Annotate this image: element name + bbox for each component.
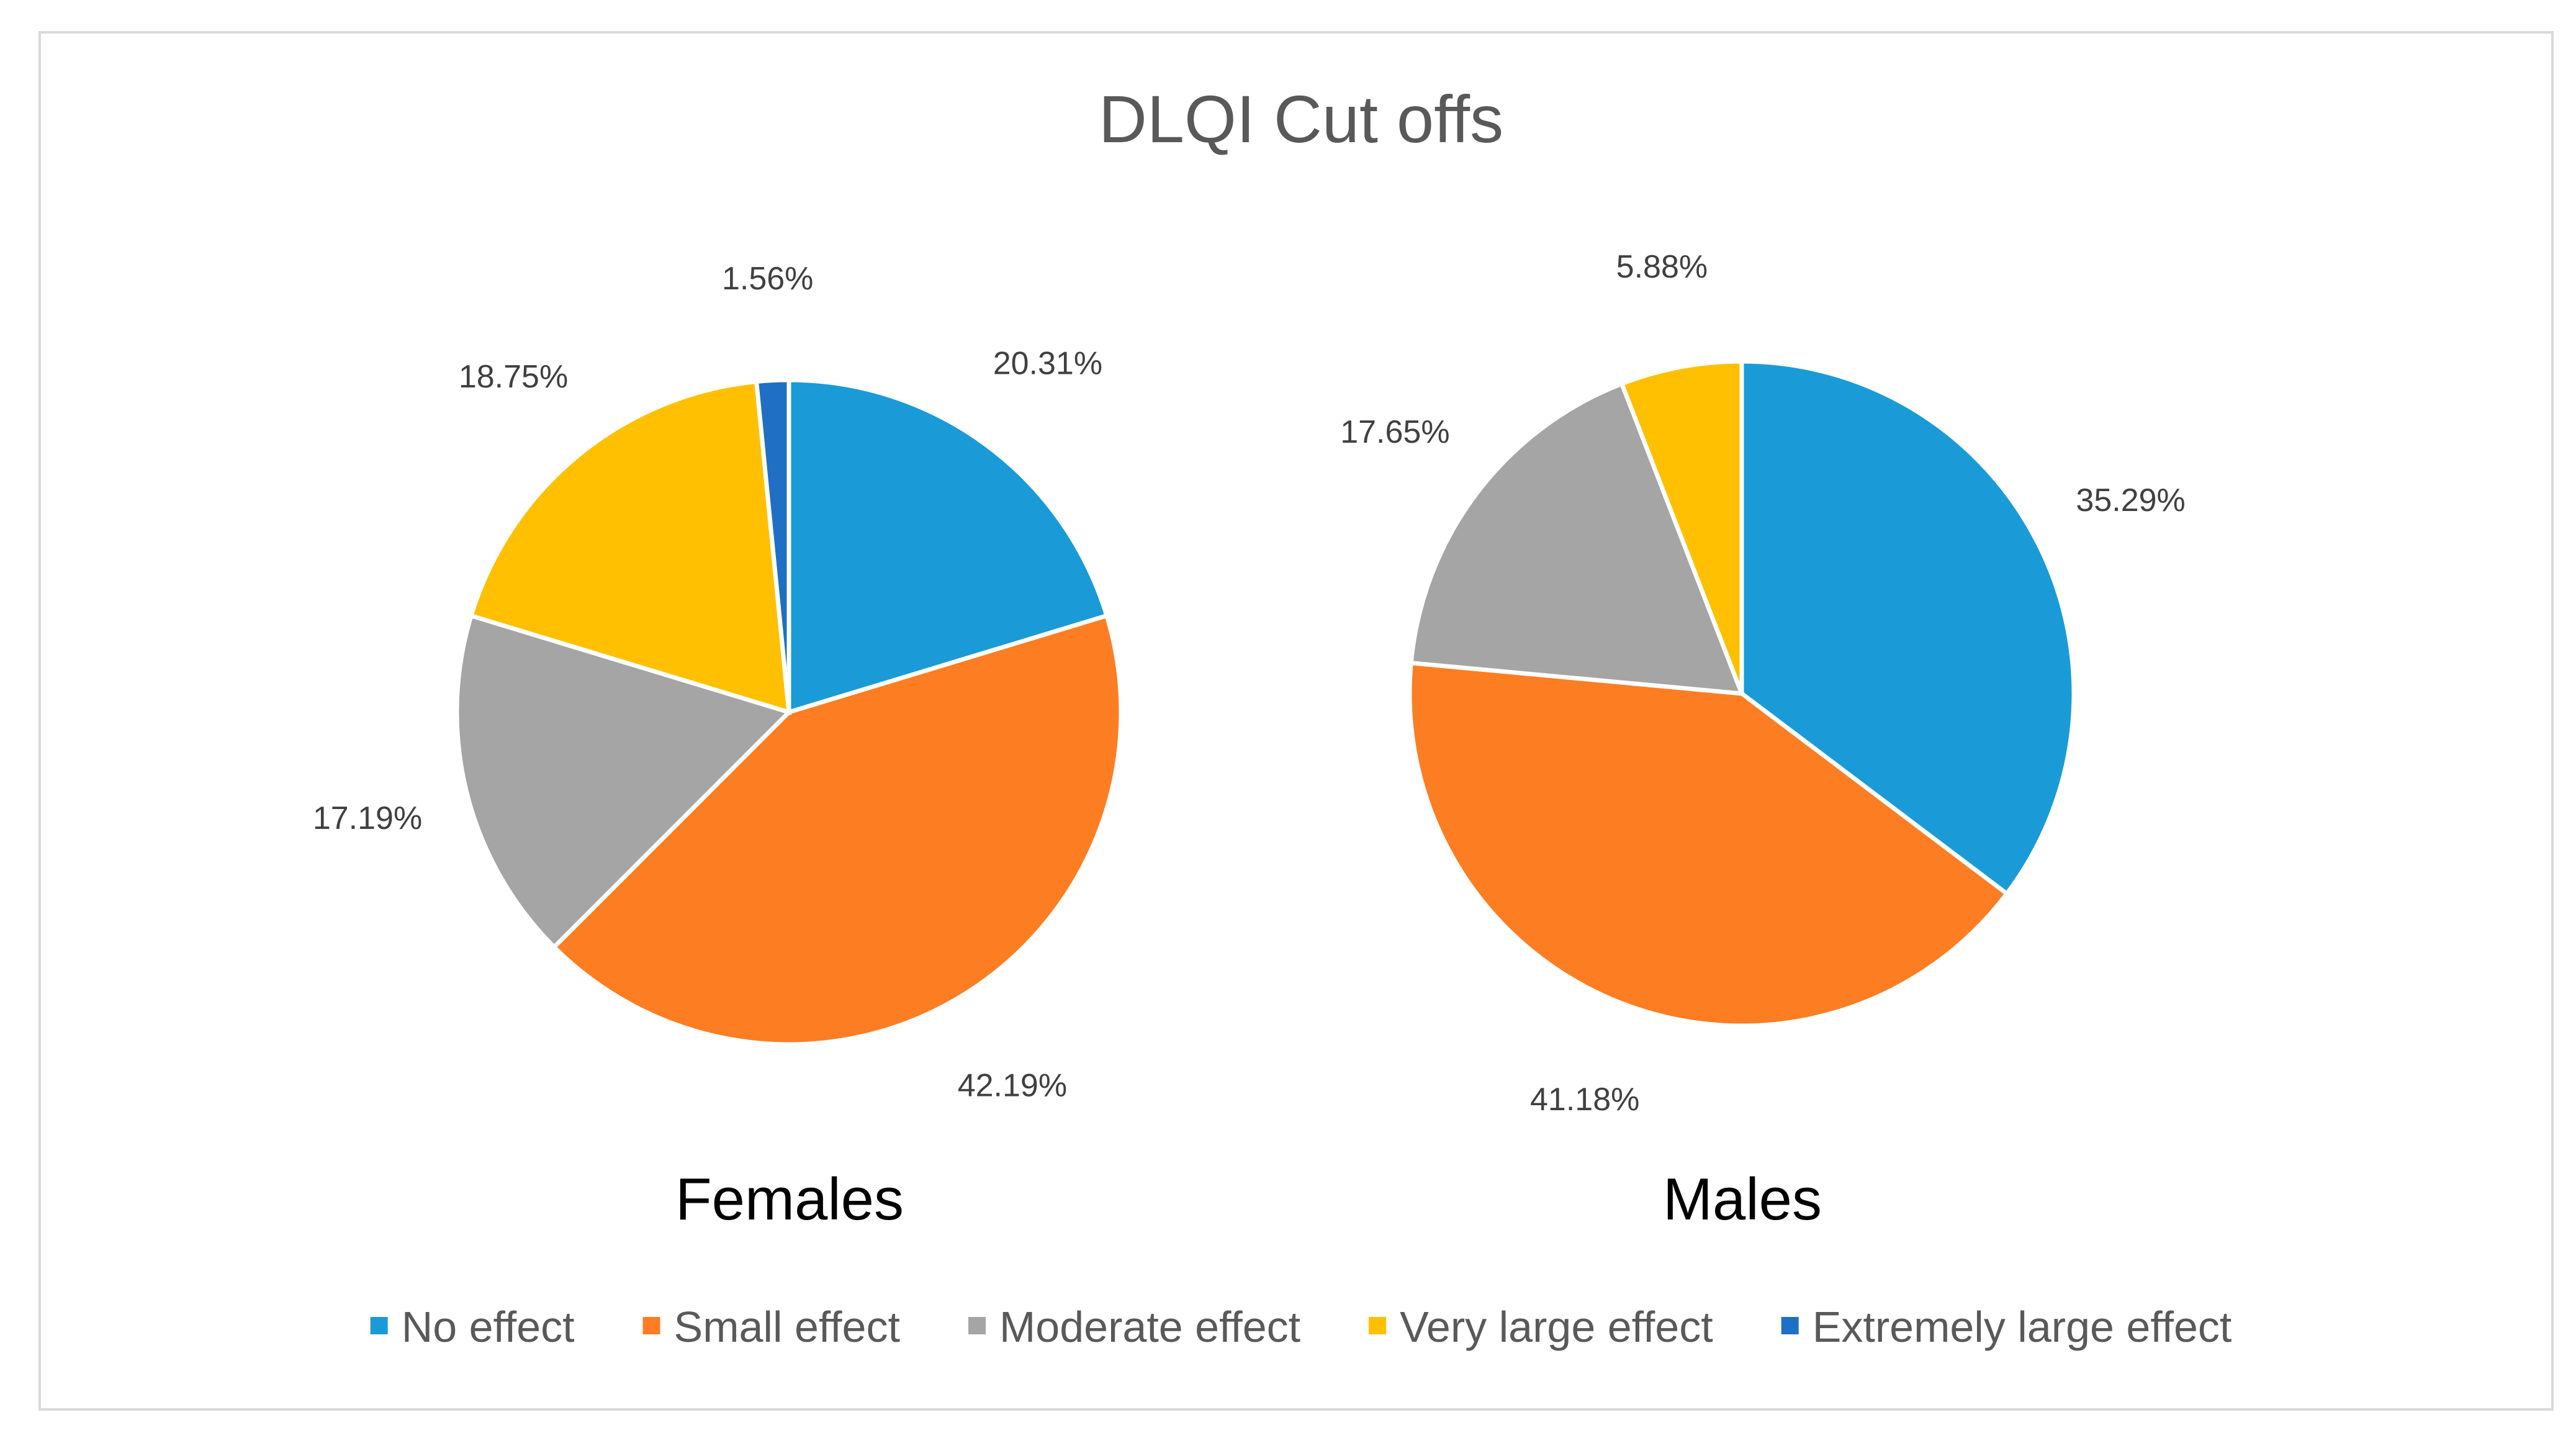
pie-females: 20.31% 42.19% 17.19% 18.75% 1.56% <box>313 261 1124 1103</box>
slice-males-moderate-effect <box>1408 381 1745 697</box>
data-label-males-small-effect: 41.18% <box>1530 1082 1639 1118</box>
legend: No effect Small effect Moderate effect Very… <box>370 1303 2232 1351</box>
legend-label-very-large-effect: Very large effect <box>1400 1303 1713 1351</box>
slice-females-extremely-large-effect <box>754 378 791 713</box>
legend-swatch-small-effect <box>642 1317 660 1334</box>
legend-swatch-no-effect <box>370 1317 388 1334</box>
data-label-females-very-large-effect: 18.75% <box>459 359 568 395</box>
pie-chart-figure: DLQI Cut offs 20.31% 42.19% 17.19% 18.75% 1.… <box>313 81 2232 1351</box>
data-label-males-no-effect: 35.29% <box>2076 482 2185 518</box>
legend-label-moderate-effect: Moderate effect <box>999 1303 1300 1351</box>
legend-item-extremely-large-effect: Extremely large effect <box>1781 1303 2232 1351</box>
chart-title: DLQI Cut offs <box>1099 81 1503 156</box>
pie-title-females: Females <box>675 1166 904 1233</box>
legend-swatch-extremely-large-effect <box>1781 1317 1799 1334</box>
chart-frame: DLQI Cut offs 20.31% 42.19% 17.19% 18.75% 1.… <box>38 31 2554 1411</box>
data-label-males-very-large-effect: 5.88% <box>1616 249 1708 285</box>
slice-females-small-effect <box>551 613 1124 1047</box>
slice-males-no-effect <box>1739 359 2076 897</box>
legend-label-no-effect: No effect <box>402 1303 575 1351</box>
slice-males-very-large-effect <box>1619 359 1744 695</box>
legend-label-extremely-large-effect: Extremely large effect <box>1813 1303 2232 1351</box>
pie-title-males: Males <box>1663 1166 1822 1233</box>
legend-item-no-effect: No effect <box>370 1303 575 1351</box>
data-label-females-no-effect: 20.31% <box>993 346 1102 382</box>
legend-label-small-effect: Small effect <box>674 1303 900 1351</box>
data-label-males-moderate-effect: 17.65% <box>1340 414 1449 450</box>
legend-item-moderate-effect: Moderate effect <box>968 1303 1300 1351</box>
legend-item-very-large-effect: Very large effect <box>1369 1303 1713 1351</box>
slice-females-very-large-effect <box>468 379 791 715</box>
slice-males-small-effect <box>1407 660 2010 1028</box>
legend-swatch-very-large-effect <box>1369 1317 1387 1334</box>
pie-males: 35.29% 41.18% 17.65% 5.88% <box>1340 249 2186 1118</box>
data-label-females-extremely-large-effect: 1.56% <box>722 261 813 297</box>
legend-swatch-moderate-effect <box>968 1317 986 1334</box>
data-label-females-moderate-effect: 17.19% <box>313 800 422 836</box>
slice-females-no-effect <box>786 378 1110 715</box>
slice-females-moderate-effect <box>454 613 793 951</box>
data-label-females-small-effect: 42.19% <box>958 1067 1067 1103</box>
legend-item-small-effect: Small effect <box>642 1303 900 1351</box>
